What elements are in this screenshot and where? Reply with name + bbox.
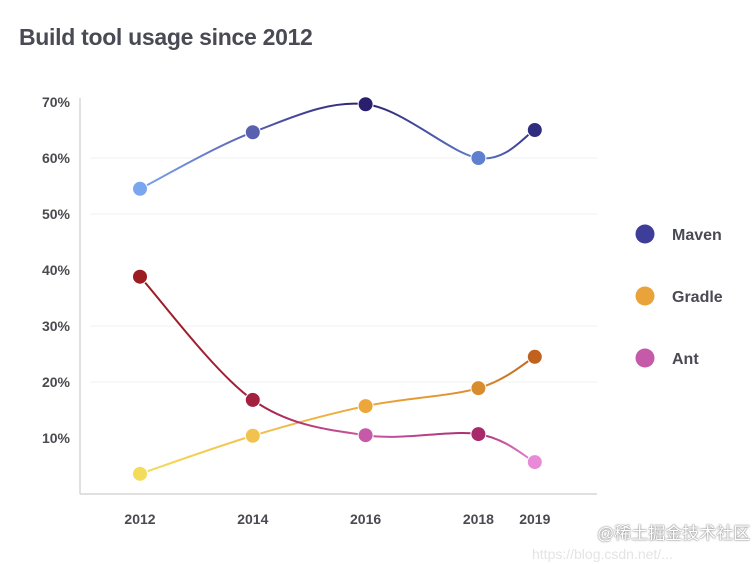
legend-marker-ant (635, 348, 655, 368)
y-tick-label: 10% (42, 430, 71, 446)
y-tick-label: 20% (42, 374, 71, 390)
data-point-gradle (357, 398, 374, 415)
x-tick-label: 2016 (350, 511, 381, 527)
data-point-gradle (470, 380, 487, 397)
chart-title: Build tool usage since 2012 (19, 24, 313, 50)
watermark: @稀土掘金技术社区 (597, 524, 751, 543)
x-tick-label: 2019 (519, 511, 550, 527)
legend-marker-gradle (635, 286, 655, 306)
data-point-maven (470, 150, 487, 166)
data-point-ant (470, 426, 487, 443)
data-point-ant (132, 268, 148, 285)
series-line-maven (139, 102, 536, 190)
legend-label-gradle: Gradle (672, 289, 723, 306)
series-line-gradle (139, 355, 536, 475)
data-point-maven (357, 96, 374, 113)
x-tick-label: 2014 (237, 511, 268, 527)
data-point-maven (132, 180, 148, 197)
y-tick-label: 30% (42, 318, 71, 334)
series-line-ant (139, 276, 536, 463)
x-tick-label: 2012 (124, 511, 155, 527)
y-tick-label: 40% (42, 262, 71, 278)
legend-marker-maven (635, 224, 655, 244)
legend-label-ant: Ant (672, 351, 699, 368)
data-point-ant (357, 427, 374, 444)
watermark-url: https://blog.csdn.net/... (532, 546, 673, 562)
data-point-ant (526, 454, 543, 471)
data-point-gradle (244, 427, 261, 444)
data-point-gradle (526, 348, 543, 365)
data-point-ant (244, 391, 261, 408)
data-point-maven (244, 124, 261, 141)
y-tick-label: 60% (42, 150, 71, 166)
y-tick-label: 70% (42, 94, 71, 110)
legend-label-maven: Maven (672, 227, 722, 244)
data-point-gradle (132, 465, 148, 482)
y-tick-label: 50% (42, 206, 71, 222)
x-tick-label: 2018 (463, 511, 494, 527)
data-point-maven (526, 122, 543, 138)
